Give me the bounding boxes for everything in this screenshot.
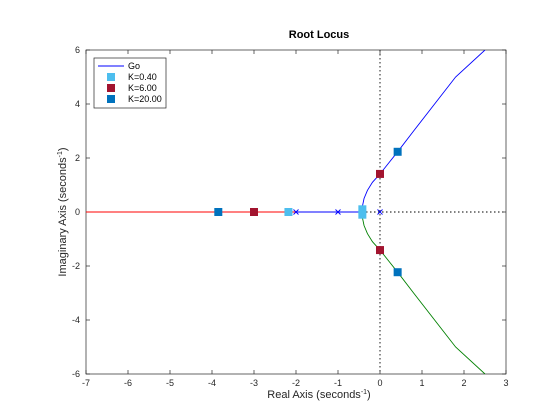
y-tick-label: 6 [75, 45, 80, 55]
y-tick-label: 0 [75, 207, 80, 217]
gain-marker-point [358, 205, 367, 214]
gain-marker-point [376, 246, 384, 255]
x-tick-label: 0 [377, 378, 382, 388]
legend-marker-swatch [107, 73, 115, 81]
x-axis-label: Real Axis (seconds-1) [267, 389, 370, 401]
open-loop-pole [377, 209, 383, 215]
legend-label: K=6.00 [128, 83, 157, 93]
locus-branch-2 [361, 212, 486, 374]
x-tick-label: -1 [334, 378, 342, 388]
gain-marker-point [250, 208, 258, 216]
y-axis-label-exponent: -1 [57, 151, 64, 157]
x-tick-label: -3 [250, 378, 258, 388]
legend-marker-swatch [107, 84, 115, 92]
x-axis-label-text: Real Axis (seconds [267, 389, 361, 401]
pole-stroke [335, 209, 341, 215]
x-tick-label: 3 [503, 378, 508, 388]
y-axis-label-close: ) [57, 147, 69, 151]
y-tick-label: 2 [75, 153, 80, 163]
pole-stroke [377, 209, 383, 215]
x-axis-label-close: ) [367, 389, 371, 401]
x-tick-label: -5 [166, 378, 174, 388]
y-axis-label-text: Imaginary Axis (seconds [57, 157, 69, 277]
y-axis-label: Imaginary Axis (seconds-1) [57, 147, 69, 276]
x-tick-label: -4 [208, 378, 216, 388]
legend-label: Go [128, 61, 140, 71]
gain-marker-point [393, 268, 402, 277]
open-loop-pole [293, 209, 299, 215]
gain-marker-point [284, 208, 293, 216]
gain-marker-point [358, 210, 367, 219]
legend-label: K=20.00 [128, 94, 162, 104]
locus-branch-1 [86, 50, 486, 213]
pole-stroke [293, 209, 299, 215]
y-tick-label: -4 [72, 315, 80, 325]
plot-area: -7 -6 -5 -4 -3 -2 -1 0 1 2 3-6-4-20246GoK=0.40K=6.… [72, 45, 509, 388]
gain-marker-point [393, 147, 402, 156]
legend-marker-swatch [107, 95, 115, 103]
open-loop-pole [335, 209, 341, 215]
chart-title: Root Locus [289, 29, 350, 41]
y-tick-label: -6 [72, 369, 80, 379]
legend-label: K=0.40 [128, 72, 157, 82]
x-tick-label: 2 [461, 378, 466, 388]
x-axis-label-exponent: -1 [361, 389, 367, 396]
y-tick-label: -2 [72, 261, 80, 271]
x-tick-label: -2 [292, 378, 300, 388]
x-tick-label: 1 [419, 378, 424, 388]
gain-marker-point [214, 208, 223, 216]
x-tick-label: -6 [124, 378, 132, 388]
x-tick-label: -7 [82, 378, 90, 388]
y-tick-label: 4 [75, 99, 80, 109]
gain-marker-point [376, 169, 384, 178]
